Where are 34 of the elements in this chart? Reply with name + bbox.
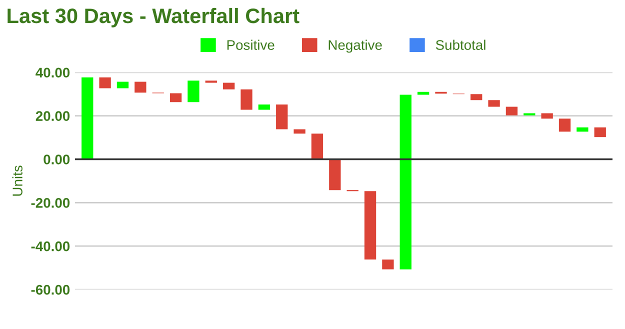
y-tick-label: -40.00 xyxy=(31,241,70,252)
bar xyxy=(276,104,288,130)
bar xyxy=(134,82,146,93)
y-tick-label: 20.00 xyxy=(36,111,70,121)
bar xyxy=(294,129,306,134)
bar xyxy=(382,260,394,270)
bar xyxy=(506,106,518,116)
legend-label: Positive xyxy=(227,40,274,50)
y-axis-title: Units xyxy=(12,166,22,196)
bar xyxy=(400,94,412,270)
legend-label: Subtotal xyxy=(436,40,486,50)
bar xyxy=(594,127,606,138)
y-tick-label: 40.00 xyxy=(36,68,70,78)
bar xyxy=(329,159,341,190)
bar xyxy=(470,94,482,100)
bar xyxy=(488,100,500,107)
bar xyxy=(311,134,324,160)
bar xyxy=(82,77,94,160)
chart-title: Last 30 Days - Waterfall Chart xyxy=(8,8,300,28)
bar xyxy=(258,104,270,110)
bar xyxy=(541,113,553,119)
bar xyxy=(240,89,252,110)
bar xyxy=(222,82,235,90)
y-tick-label: -60.00 xyxy=(31,284,70,295)
bar xyxy=(576,127,588,132)
bar xyxy=(99,77,111,88)
legend-label: Negative xyxy=(328,40,382,53)
y-tick-label: -20.00 xyxy=(31,198,70,208)
bar xyxy=(558,118,571,132)
y-tick-label: 0.00 xyxy=(44,154,70,164)
bar xyxy=(364,191,376,260)
bar xyxy=(188,80,200,102)
bar xyxy=(170,93,182,102)
bar xyxy=(116,82,129,88)
